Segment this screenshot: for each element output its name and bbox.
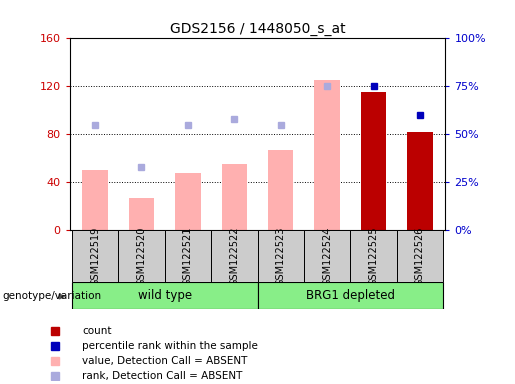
Text: value, Detection Call = ABSENT: value, Detection Call = ABSENT [82,356,247,366]
Bar [304,230,350,282]
Bar [165,230,211,282]
Text: count: count [82,326,111,336]
Text: genotype/variation: genotype/variation [3,291,101,301]
Bar [72,230,118,282]
Text: GSM122521: GSM122521 [183,227,193,286]
Bar [268,150,294,230]
Bar [361,93,386,230]
Bar [129,198,154,230]
Bar [221,164,247,230]
Text: percentile rank within the sample: percentile rank within the sample [82,341,258,351]
Bar [118,230,165,282]
Bar [314,80,340,230]
Bar [350,230,397,282]
Bar [258,230,304,282]
Text: GSM122523: GSM122523 [276,227,286,286]
Text: GSM122525: GSM122525 [369,227,379,286]
Text: GSM122519: GSM122519 [90,227,100,286]
Text: GSM122524: GSM122524 [322,227,332,286]
Bar [407,132,433,230]
Text: wild type: wild type [138,289,192,302]
Text: rank, Detection Call = ABSENT: rank, Detection Call = ABSENT [82,371,243,381]
Text: GSM122526: GSM122526 [415,227,425,286]
Bar [72,282,258,309]
Title: GDS2156 / 1448050_s_at: GDS2156 / 1448050_s_at [169,22,346,36]
Text: GSM122520: GSM122520 [136,227,146,286]
Bar [82,170,108,230]
Text: BRG1 depleted: BRG1 depleted [306,289,395,302]
Bar [175,173,201,230]
Bar [397,230,443,282]
Bar [211,230,258,282]
Bar [258,282,443,309]
Text: GSM122522: GSM122522 [229,227,239,286]
